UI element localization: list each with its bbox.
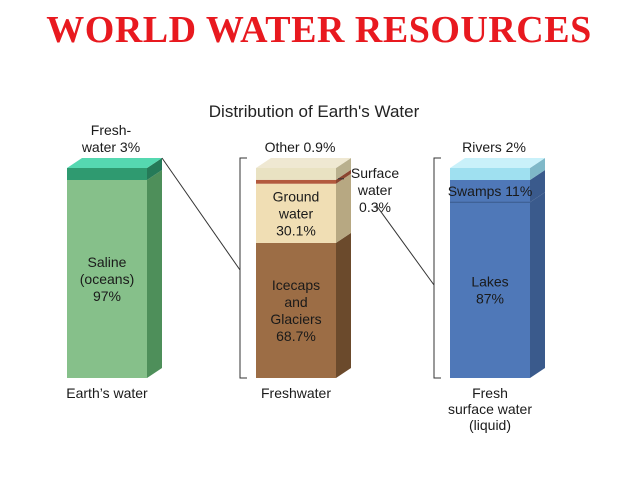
freshwater-label-ground-water-30-1-line: Ground (273, 188, 320, 204)
fresh-surface-water-liquid-label-rivers-2: Rivers 2% (462, 139, 526, 155)
freshwater-label-icecaps-and-glaciers-68-7: Icecaps and Glaciers 68.7% (270, 277, 321, 344)
fresh-surface-water-liquid-segment-lakes-87-side (530, 192, 545, 378)
freshwater-label-other-0-9: Other 0.9% (265, 139, 336, 155)
fresh-surface-water-liquid-caption: Fresh surface water (liquid) (448, 385, 532, 433)
freshwater-segment-icecaps-and-glaciers-68-7-side (336, 232, 351, 378)
fresh-surface-water-liquid-top-face (450, 158, 545, 168)
fresh-surface-water-liquid-caption-line: (liquid) (469, 417, 511, 433)
earth-s-water-label-fresh-water-3: Fresh-water 3% (81, 122, 140, 155)
slide-title: WORLD WATER RESOURCES (46, 9, 592, 51)
freshwater-label-surface-water-0-3-line: 0.3% (359, 199, 391, 215)
freshwater-caption: Freshwater (261, 385, 331, 401)
earth-s-water-segment-saline-oceans-97 (67, 180, 147, 378)
freshwater-top-face (256, 158, 351, 168)
surface-water-bracket (433, 157, 441, 379)
freshwater-segment-icecaps-and-glaciers-68-7 (256, 242, 336, 378)
freshwater-segment-surface-water-0-3-side (336, 169, 351, 184)
freshwater-label-icecaps-and-glaciers-68-7-line: and (284, 294, 307, 310)
earth-s-water-label-saline-oceans-97: Saline (oceans) 97% (80, 254, 134, 304)
freshwater-label-other-0-9-line: Other 0.9% (265, 139, 336, 155)
freshwater-label-surface-water-0-3-line: Surface (351, 165, 399, 181)
fresh-surface-water-liquid-label-lakes-87: Lakes 87% (471, 274, 508, 307)
freshwater-label-surface-water-0-3-line: water (357, 182, 393, 198)
freshwater-label-icecaps-and-glaciers-68-7-line: 68.7% (276, 328, 316, 344)
fresh-surface-water-liquid-label-swamps-11: Swamps 11% (448, 183, 533, 199)
freshwater-label-ground-water-30-1: Ground water 30.1% (273, 188, 320, 238)
earth-s-water-top-face (67, 158, 162, 168)
freshwater-connector-line (161, 157, 241, 271)
freshwater-caption-line: Freshwater (261, 385, 331, 401)
earth-s-water-segment-saline-oceans-97-side (147, 170, 162, 378)
freshwater-label-ground-water-30-1-line: 30.1% (276, 222, 316, 238)
earth-s-water-segment-fresh-water-3 (67, 168, 147, 180)
freshwater-label-surface-water-0-3: Surface water 0.3% (351, 165, 399, 215)
fresh-surface-water-liquid-label-swamps-11-line: Swamps 11% (448, 183, 533, 199)
fresh-surface-water-liquid-segment-swamps-11 (450, 180, 530, 203)
freshwater-label-icecaps-and-glaciers-68-7-line: Icecaps (272, 277, 320, 293)
fresh-surface-water-liquid-segment-rivers-2 (450, 168, 530, 180)
freshwater-bracket (239, 157, 247, 379)
earth-s-water-label-saline-oceans-97-line: Saline (88, 254, 127, 270)
fresh-surface-water-liquid-caption-line: surface water (448, 401, 532, 417)
earth-s-water-segment-fresh-water-3-side (147, 158, 162, 180)
surface-water-connector-line (375, 204, 435, 286)
freshwater-label-ground-water-30-1-line: water (278, 205, 314, 221)
fresh-surface-water-liquid-segment-rivers-2-side (530, 158, 545, 180)
chart-title: Distribution of Earth's Water (209, 102, 420, 121)
freshwater-segment-surface-water-0-3 (256, 179, 336, 184)
fresh-surface-water-liquid-label-lakes-87-line: Lakes (471, 274, 508, 290)
earth-s-water-label-saline-oceans-97-line: (oceans) (80, 271, 134, 287)
fresh-surface-water-liquid-caption-line: Fresh (472, 385, 508, 401)
earth-s-water-caption-line: Earth’s water (66, 385, 148, 401)
freshwater-segment-other-0-9-side (336, 158, 351, 180)
earth-s-water-label-fresh-water-3-line: water 3% (81, 139, 140, 155)
freshwater-label-icecaps-and-glaciers-68-7-line: Glaciers (270, 311, 321, 327)
freshwater-segment-other-0-9 (256, 168, 336, 180)
earth-s-water-caption: Earth’s water (66, 385, 148, 401)
fresh-surface-water-liquid-segment-swamps-11-side (530, 170, 545, 203)
freshwater-segment-ground-water-30-1 (256, 183, 336, 243)
fresh-surface-water-liquid-label-lakes-87-line: 87% (476, 291, 504, 307)
fresh-surface-water-liquid-label-rivers-2-line: Rivers 2% (462, 139, 526, 155)
earth-s-water-label-fresh-water-3-line: Fresh- (91, 122, 132, 138)
freshwater-segment-ground-water-30-1-side (336, 173, 351, 243)
earth-s-water-label-saline-oceans-97-line: 97% (93, 288, 121, 304)
fresh-surface-water-liquid-segment-lakes-87 (450, 202, 530, 378)
